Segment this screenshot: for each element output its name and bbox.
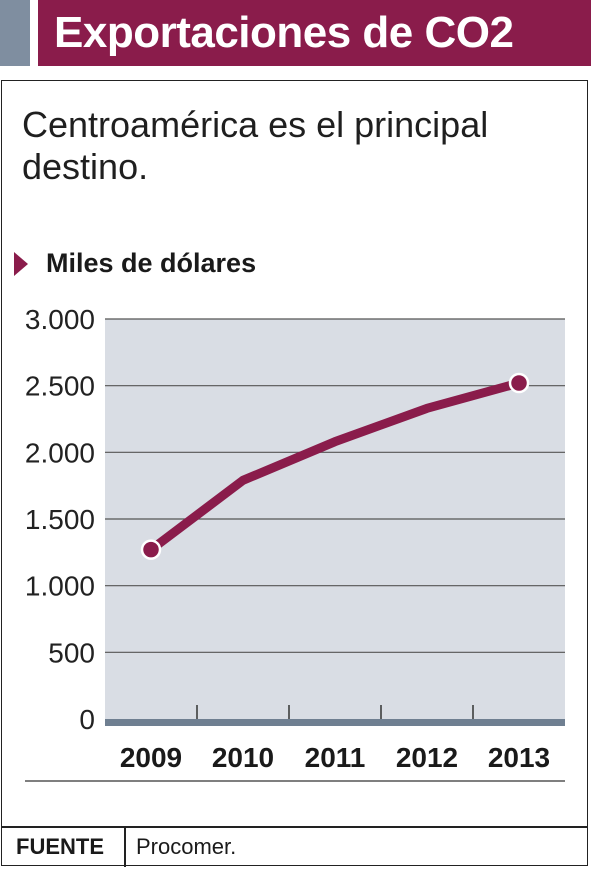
data-point-2013 (508, 372, 530, 394)
chart-title: Exportaciones de CO2 (54, 8, 514, 57)
y-tick-label: 3.000 (25, 304, 95, 335)
chart-subtitle: Centroamérica es el principal destino. (22, 104, 489, 187)
y-tick-label: 1.000 (25, 571, 95, 602)
source-divider (1, 826, 588, 828)
triangle-marker-icon (14, 252, 28, 276)
y-tick-label: 1.500 (25, 504, 95, 535)
x-tick-label: 2012 (396, 742, 458, 773)
line-chart: 0 500 1.000 1.500 2.000 2.500 3.000 2009 2010 201… (25, 304, 565, 782)
source-label: FUENTE (16, 834, 104, 859)
title-accent-tab (0, 0, 30, 66)
y-axis-unit-label: Miles de dólares (46, 248, 257, 278)
title-background (38, 0, 591, 66)
source-text: Procomer. (136, 834, 237, 859)
title-bar: Exportaciones de CO2 (0, 0, 591, 68)
x-axis-bar (105, 719, 565, 726)
y-tick-label: 2.000 (25, 437, 95, 468)
series-line-0 (146, 378, 524, 555)
x-tick-label: 2010 (212, 742, 274, 773)
y-tick-label: 2.500 (25, 371, 95, 402)
y-tick-label: 0 (79, 704, 95, 735)
data-point-2009 (140, 539, 162, 560)
x-tick-label: 2013 (488, 742, 550, 773)
x-tick-label: 2011 (305, 742, 366, 773)
source-separator (124, 827, 126, 867)
chart-frame (1, 80, 588, 866)
y-tick-label: 500 (48, 637, 95, 668)
x-tick-label: 2009 (120, 742, 182, 773)
